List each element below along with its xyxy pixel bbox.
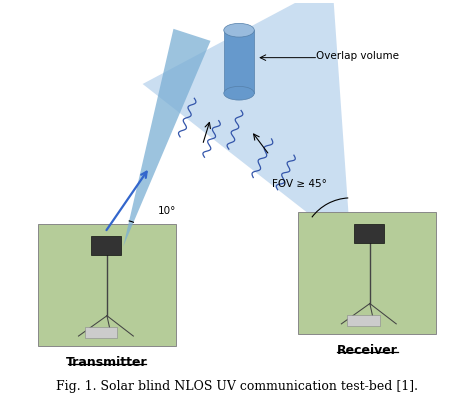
Bar [354, 224, 384, 243]
Ellipse shape [224, 87, 254, 100]
Bar [224, 30, 254, 93]
Polygon shape [123, 29, 210, 247]
Bar [347, 314, 380, 326]
Text: Overlap volume: Overlap volume [316, 52, 399, 61]
Bar [38, 224, 176, 346]
Ellipse shape [224, 23, 254, 37]
Text: FOV ≥ 45°: FOV ≥ 45° [272, 179, 327, 189]
Text: Transmitter: Transmitter [66, 356, 148, 370]
Polygon shape [143, 0, 351, 247]
Bar [84, 327, 117, 338]
Bar [91, 236, 121, 255]
Text: Fig. 1. Solar blind NLOS UV communication test-bed [1].: Fig. 1. Solar blind NLOS UV communicatio… [56, 380, 418, 393]
Text: 10°: 10° [158, 206, 176, 216]
Text: Receiver: Receiver [337, 344, 398, 357]
Bar [298, 212, 436, 334]
